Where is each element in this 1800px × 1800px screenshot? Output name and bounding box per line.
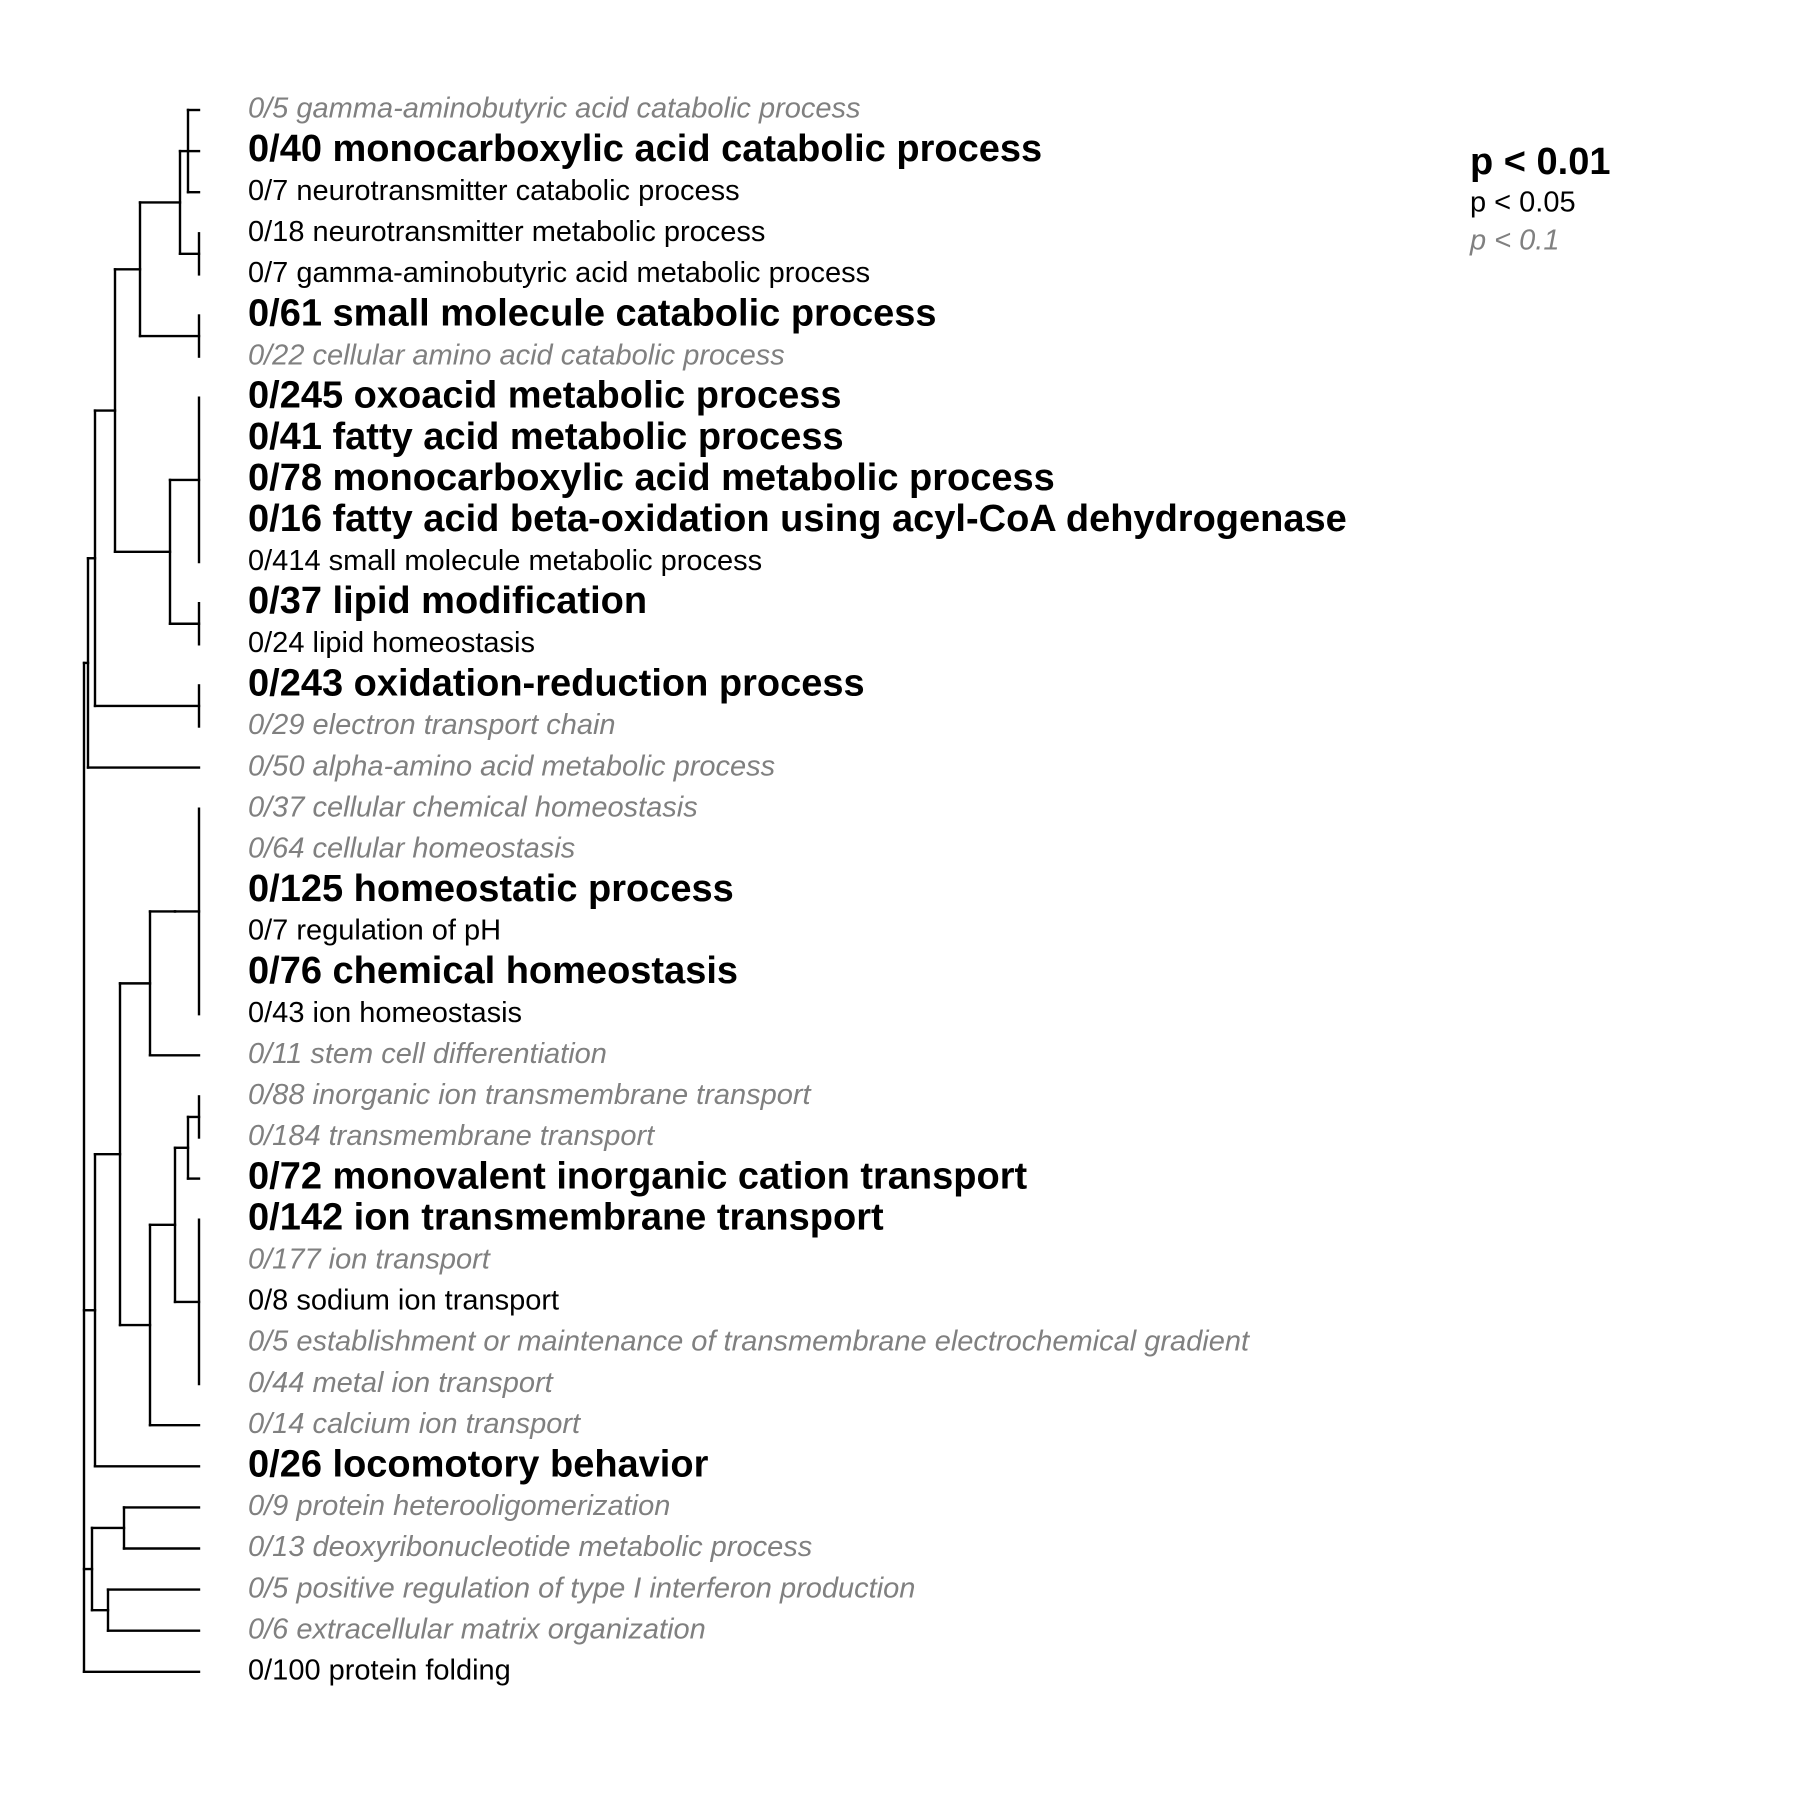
term-label: 0/184 transmembrane transport — [248, 1120, 656, 1152]
term-label: 0/64 cellular homeostasis — [248, 832, 575, 864]
term-label: 0/41 fatty acid metabolic process — [248, 416, 844, 458]
term-label: 0/6 extracellular matrix organization — [248, 1613, 706, 1645]
legend-p001: p < 0.01 — [1470, 141, 1610, 183]
term-label: 0/7 regulation of pH — [248, 915, 501, 947]
significance-legend: p < 0.01 p < 0.05 p < 0.1 — [1469, 141, 1610, 257]
term-label: 0/5 establishment or maintenance of tran… — [248, 1326, 1251, 1358]
term-label: 0/26 locomotory behavior — [248, 1443, 709, 1485]
term-label: 0/22 cellular amino acid catabolic proce… — [248, 339, 785, 371]
term-label: 0/11 stem cell differentiation — [248, 1038, 607, 1070]
term-label: 0/8 sodium ion transport — [248, 1285, 559, 1317]
term-label: 0/14 calcium ion transport — [248, 1408, 582, 1440]
term-label: 0/61 small molecule catabolic process — [248, 293, 937, 335]
term-label: 0/16 fatty acid beta-oxidation using acy… — [248, 498, 1347, 540]
term-label: 0/9 protein heterooligomerization — [248, 1490, 670, 1522]
term-label: 0/414 small molecule metabolic process — [248, 545, 762, 577]
term-label: 0/76 chemical homeostasis — [248, 950, 738, 992]
legend-p005: p < 0.05 — [1470, 187, 1576, 219]
term-label: 0/29 electron transport chain — [248, 709, 616, 741]
term-label: 0/5 positive regulation of type I interf… — [248, 1572, 915, 1604]
term-label: 0/40 monocarboxylic acid catabolic proce… — [248, 128, 1042, 170]
term-label: 0/24 lipid homeostasis — [248, 627, 535, 659]
term-label: 0/43 ion homeostasis — [248, 997, 522, 1029]
dendrogram-tree — [82, 108, 201, 1674]
term-labels: 0/5 gamma-aminobutyric acid catabolic pr… — [248, 93, 1347, 1687]
term-label: 0/243 oxidation-reduction process — [248, 662, 865, 704]
term-label: 0/78 monocarboxylic acid metabolic proce… — [248, 457, 1055, 499]
term-label: 0/177 ion transport — [248, 1243, 492, 1275]
term-label: 0/37 lipid modification — [248, 580, 647, 622]
term-label: 0/72 monovalent inorganic cation transpo… — [248, 1156, 1027, 1198]
term-label: 0/37 cellular chemical homeostasis — [248, 791, 698, 823]
term-label: 0/100 protein folding — [248, 1654, 511, 1686]
term-label: 0/125 homeostatic process — [248, 868, 734, 910]
term-label: 0/245 oxoacid metabolic process — [248, 375, 842, 417]
term-label: 0/88 inorganic ion transmembrane transpo… — [248, 1079, 813, 1111]
term-label: 0/142 ion transmembrane transport — [248, 1197, 884, 1239]
term-label: 0/7 neurotransmitter catabolic process — [248, 175, 740, 207]
term-label: 0/5 gamma-aminobutyric acid catabolic pr… — [248, 93, 861, 125]
term-label: 0/13 deoxyribonucleotide metabolic proce… — [248, 1531, 812, 1563]
term-label: 0/18 neurotransmitter metabolic process — [248, 216, 765, 248]
term-label: 0/50 alpha-amino acid metabolic process — [248, 750, 775, 782]
term-label: 0/44 metal ion transport — [248, 1367, 555, 1399]
term-label: 0/7 gamma-aminobutyric acid metabolic pr… — [248, 257, 870, 289]
legend-p01: p < 0.1 — [1469, 225, 1560, 257]
